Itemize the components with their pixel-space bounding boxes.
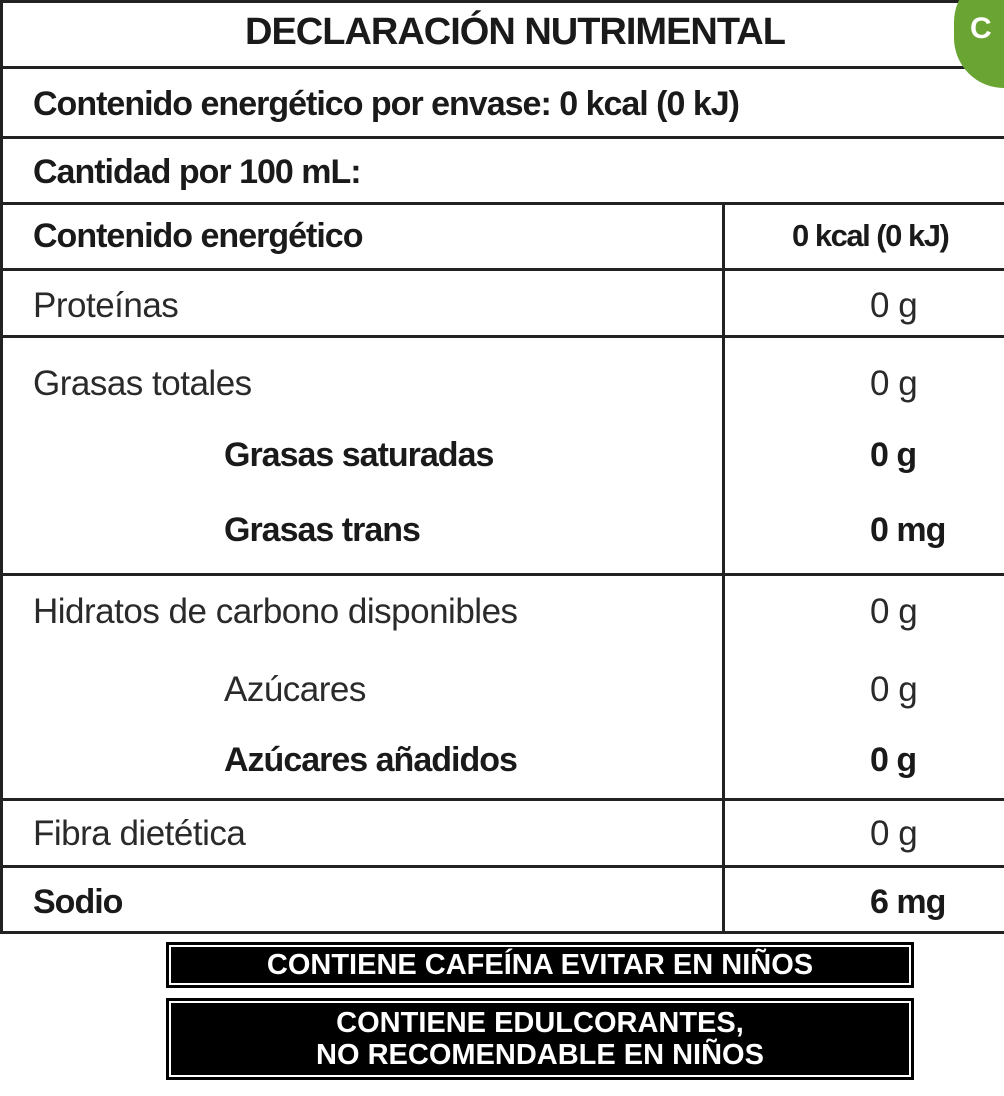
row-label-total-fat: Grasas totales (33, 364, 252, 403)
divider (0, 268, 1004, 271)
divider (0, 202, 1004, 205)
label-title: DECLARACIÓN NUTRIMENTAL (245, 11, 786, 53)
badge-letter: C (970, 12, 992, 45)
row-value-fiber: 0 g (870, 814, 918, 853)
row-value-carbs: 0 g (870, 592, 918, 631)
row-label-carbs: Hidratos de carbono disponibles (33, 592, 518, 631)
divider (0, 136, 1004, 139)
row-label-sodium: Sodio (33, 883, 123, 921)
row-label-added-sugars: Azúcares añadidos (224, 741, 518, 779)
row-value-energy: 0 kcal (0 kJ) (792, 218, 950, 253)
sweetener-warning-line2: NO RECOMENDABLE EN NIÑOS (316, 1039, 764, 1071)
caffeine-warning-text: CONTIENE CAFEÍNA EVITAR EN NIÑOS (266, 949, 814, 981)
row-value-sodium: 6 mg (870, 883, 946, 921)
row-label-trans-fat: Grasas trans (224, 511, 421, 549)
divider (0, 66, 1004, 69)
sweetener-warning: CONTIENE EDULCORANTES, NO RECOMENDABLE E… (166, 998, 914, 1080)
divider (0, 335, 1004, 338)
row-value-trans-fat: 0 mg (870, 511, 946, 549)
row-label-fiber: Fibra dietética (33, 814, 246, 853)
row-value-saturated-fat: 0 g (870, 436, 917, 474)
sweetener-warning-line1: CONTIENE EDULCORANTES, (336, 1007, 744, 1039)
nutrition-table (0, 0, 1004, 934)
divider (0, 798, 1004, 801)
row-label-protein: Proteínas (33, 286, 179, 325)
per-100ml-heading: Cantidad por 100 mL: (33, 153, 362, 191)
divider (0, 573, 1004, 576)
divider (0, 865, 1004, 868)
row-value-added-sugars: 0 g (870, 741, 917, 779)
row-label-saturated-fat: Grasas saturadas (224, 436, 494, 474)
row-value-sugars: 0 g (870, 670, 918, 709)
caffeine-warning: CONTIENE CAFEÍNA EVITAR EN NIÑOS (166, 942, 914, 988)
per-container-energy: Contenido energético por envase: 0 kcal … (33, 85, 740, 123)
column-divider (722, 202, 725, 934)
row-value-total-fat: 0 g (870, 364, 918, 403)
row-label-sugars: Azúcares (224, 670, 366, 709)
row-value-protein: 0 g (870, 286, 918, 325)
row-label-energy: Contenido energético (33, 217, 363, 255)
